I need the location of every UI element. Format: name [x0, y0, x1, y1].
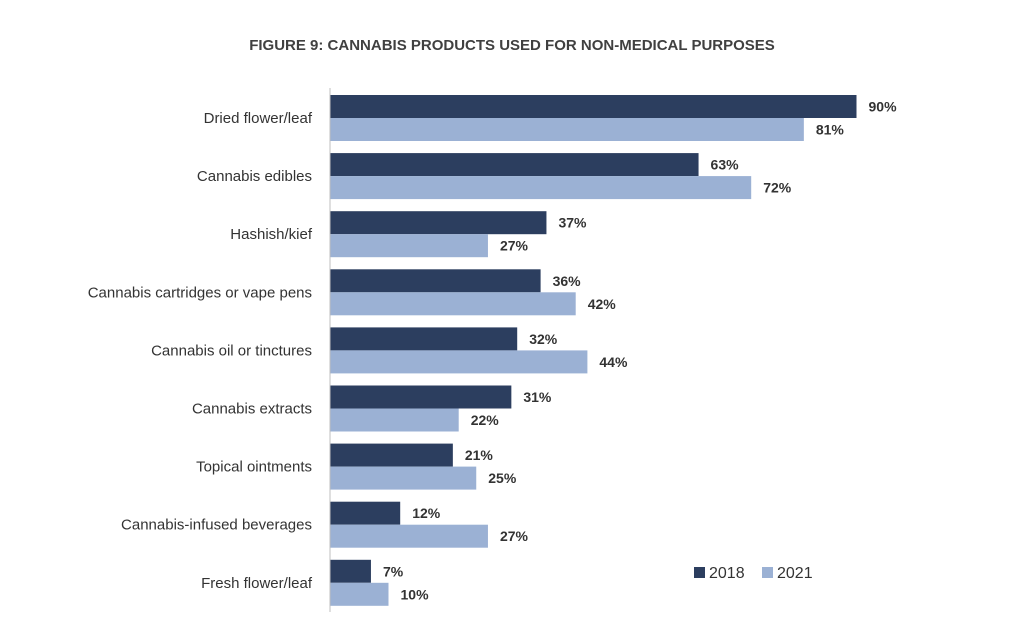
- category-label: Cannabis edibles: [197, 168, 312, 185]
- data-label: 72%: [763, 180, 792, 196]
- legend-swatch-2018: [694, 567, 705, 578]
- bar-2021: [330, 524, 488, 548]
- bar-2021: [330, 350, 588, 374]
- data-label: 32%: [529, 331, 558, 347]
- data-label: 36%: [553, 273, 582, 289]
- data-label: 37%: [558, 215, 587, 231]
- chart-title: FIGURE 9: CANNABIS PRODUCTS USED FOR NON…: [249, 37, 775, 54]
- category-label: Cannabis-infused beverages: [121, 517, 312, 534]
- bar-2021: [330, 176, 752, 200]
- data-label: 44%: [599, 354, 628, 370]
- bar-2018: [330, 501, 401, 525]
- bar-2018: [330, 269, 541, 293]
- data-label: 31%: [523, 389, 552, 405]
- data-label: 63%: [711, 157, 740, 173]
- bar-2018: [330, 385, 512, 409]
- bar-2021: [330, 118, 804, 141]
- bar-2018: [330, 95, 857, 118]
- data-label: 12%: [412, 505, 441, 521]
- bar-2018: [330, 443, 453, 467]
- data-label: 42%: [588, 296, 617, 312]
- bar-2021: [330, 292, 576, 316]
- bars-group: Dried flower/leaf 90% 81% Cannabis edibles 6…: [88, 95, 897, 606]
- data-label: 10%: [401, 586, 430, 602]
- bar-2021: [330, 408, 459, 432]
- data-label: 27%: [500, 238, 529, 254]
- data-label: 21%: [465, 447, 494, 463]
- category-label: Fresh flower/leaf: [201, 575, 313, 592]
- category-label: Cannabis oil or tinctures: [151, 342, 312, 359]
- bar-2018: [330, 559, 371, 583]
- category-label: Cannabis cartridges or vape pens: [88, 284, 312, 301]
- legend-label-2021: 2021: [777, 565, 813, 582]
- bar-2018: [330, 211, 547, 235]
- data-label: 81%: [816, 122, 845, 138]
- bar-2021: [330, 466, 477, 490]
- bar-2018: [330, 327, 518, 351]
- legend-label-2018: 2018: [709, 565, 745, 582]
- data-label: 7%: [383, 563, 404, 579]
- data-label: 22%: [471, 412, 500, 428]
- category-label: Cannabis extracts: [192, 401, 312, 418]
- bar-2021: [330, 234, 488, 258]
- bar-2021: [330, 582, 389, 606]
- legend-swatch-2021: [762, 567, 773, 578]
- data-label: 90%: [869, 99, 898, 115]
- category-label: Hashish/kief: [230, 226, 313, 243]
- category-label: Dried flower/leaf: [204, 110, 313, 127]
- data-label: 25%: [488, 470, 517, 486]
- data-label: 27%: [500, 528, 529, 544]
- legend: 2018 2021: [694, 565, 813, 582]
- bar-2018: [330, 153, 699, 177]
- category-label: Topical ointments: [196, 459, 312, 476]
